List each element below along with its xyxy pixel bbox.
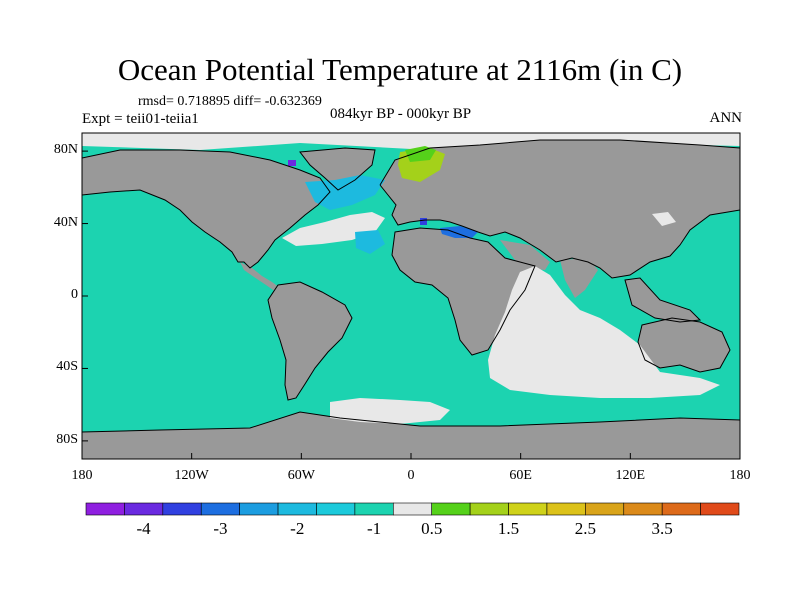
colorbar-label: 1.5	[497, 519, 520, 538]
stats-label: rmsd= 0.718895 diff= -0.632369	[138, 94, 322, 109]
atlantic-near-zero	[282, 212, 385, 246]
lon-tick-label: 180	[71, 468, 93, 483]
australia	[638, 318, 730, 372]
greenland	[300, 148, 375, 190]
lat-tick-label: 0	[71, 287, 78, 302]
colorbar-swatch	[585, 502, 625, 516]
colorbar-swatch	[124, 502, 164, 516]
lat-tick-label: 40S	[56, 359, 78, 375]
colorbar-swatch	[661, 502, 701, 516]
lon-tick-label: 60E	[509, 468, 532, 483]
arctic-near-zero	[82, 133, 740, 150]
colorbar-swatch	[469, 502, 509, 516]
western-med-negative	[420, 218, 427, 225]
arabia	[500, 240, 550, 270]
colorbar-swatch	[200, 502, 240, 516]
colorbar-label: -2	[290, 519, 305, 538]
southern-near-zero	[330, 398, 450, 424]
indian-near-zero	[488, 266, 720, 398]
colorbar-swatch	[700, 502, 740, 516]
lon-tick-label: 180	[729, 468, 751, 483]
landmasses	[82, 133, 740, 459]
maritime-continent	[625, 278, 700, 322]
north-america	[82, 150, 330, 268]
period-label: 084kyr BP - 000kyr BP	[330, 106, 472, 122]
north-atlantic-negative	[305, 175, 385, 210]
lon-tick-label: 120W	[174, 468, 209, 483]
experiment-label: Expt = teii01-teiia1	[82, 111, 199, 127]
antarctica	[82, 412, 740, 459]
africa	[392, 228, 535, 355]
colorbar-label: -3	[213, 519, 228, 538]
mediterranean-negative	[440, 226, 478, 238]
lat-tick-label: 80N	[53, 142, 78, 158]
colorbar-swatch	[354, 502, 394, 516]
colorbar-swatch	[546, 502, 586, 516]
lat-tick-label: 80S	[56, 431, 78, 447]
colorbar-swatch	[239, 502, 279, 516]
baffin-negative	[288, 160, 296, 166]
colorbar-swatch	[623, 502, 663, 516]
lon-tick-label: 0	[407, 468, 415, 483]
season-label: ANN	[709, 110, 743, 126]
colorbar-label: 2.5	[574, 519, 596, 538]
map-area	[82, 133, 740, 459]
colorbar	[85, 502, 740, 516]
colorbar-label: -1	[366, 519, 382, 538]
colorbar-swatch	[316, 502, 356, 516]
colorbar-swatch	[508, 502, 548, 516]
axis-ticks	[81, 150, 741, 459]
colorbar-label: 0.5	[421, 519, 443, 538]
colorbar-swatch	[277, 502, 317, 516]
central-america	[240, 262, 280, 292]
colorbar-label: 3.5	[651, 519, 673, 538]
subtropical-atlantic-negative	[355, 230, 385, 254]
eurasia	[380, 140, 740, 278]
nordic-seas-positive-edge	[405, 146, 436, 162]
india	[560, 258, 598, 298]
lon-tick-label: 60W	[287, 468, 315, 483]
pacific-near-zero	[652, 212, 676, 226]
colorbar-swatch	[162, 502, 202, 516]
coastlines	[82, 139, 740, 433]
lat-tick-label: 40N	[53, 214, 78, 230]
colorbar-swatch	[85, 502, 125, 516]
colorbar-swatch	[392, 502, 433, 516]
south-america	[268, 282, 352, 400]
lon-tick-label: 120E	[615, 468, 646, 483]
map-title: Ocean Potential Temperature at 2116m (in…	[117, 52, 683, 87]
colorbar-label: -4	[136, 519, 151, 538]
colorbar-swatch	[431, 502, 471, 516]
